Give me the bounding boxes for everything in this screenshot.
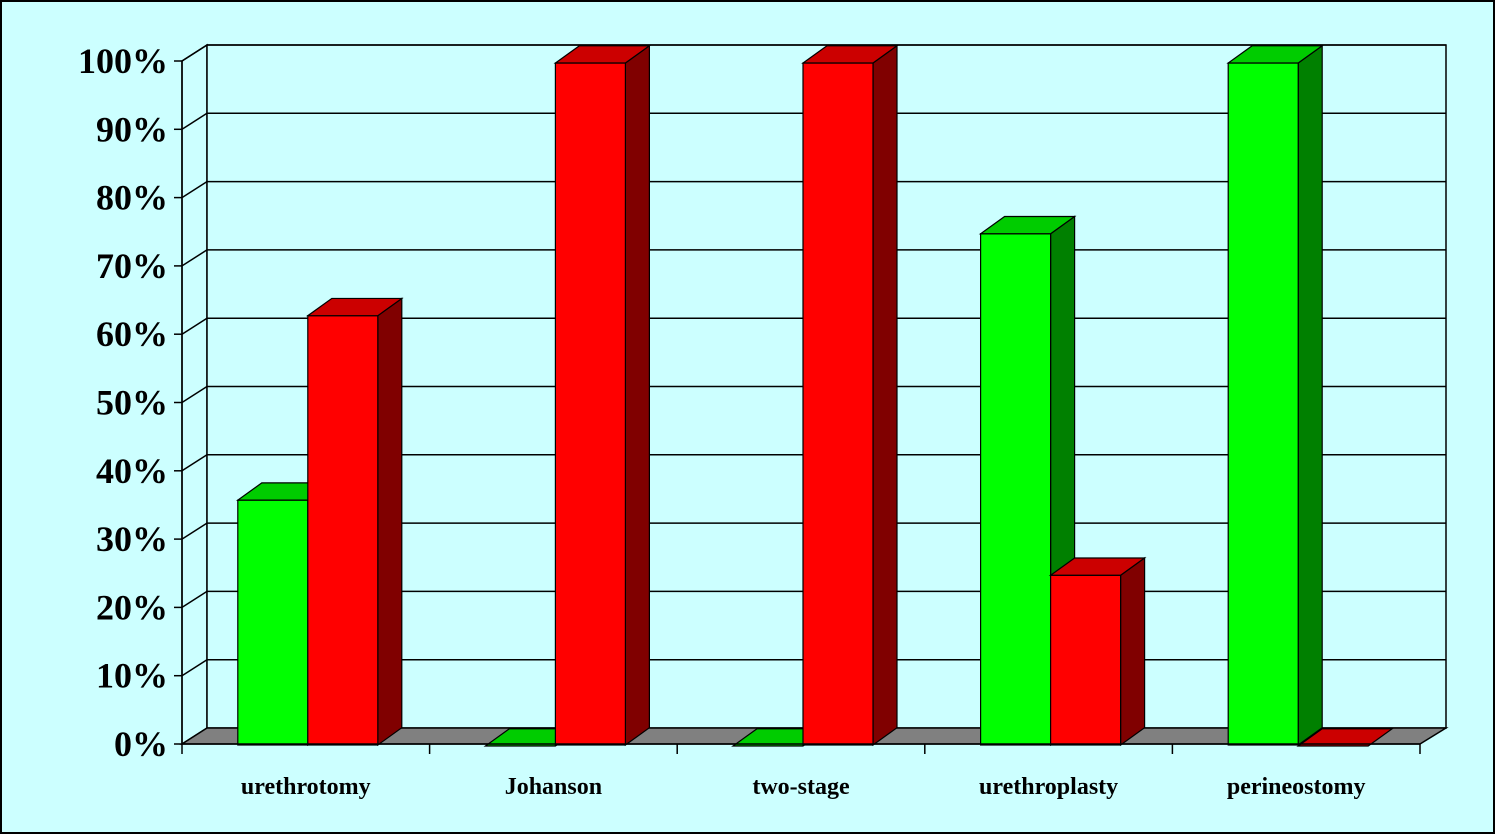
- x-tick-label: two-stage: [752, 774, 850, 800]
- gridline-side: [181, 249, 208, 267]
- y-tick-labels: 0% 10% 20% 30% 40% 50% 60% 70% 80% 90% 100%: [78, 41, 168, 764]
- gridline-side: [181, 522, 208, 540]
- bar-top: [1048, 557, 1147, 576]
- bar-side: [872, 44, 898, 747]
- bar-front: [1227, 62, 1299, 746]
- y-tick-label: 10%: [96, 656, 168, 696]
- gridline-side: [181, 454, 208, 472]
- bar-side: [1119, 556, 1146, 747]
- bar: [1048, 556, 1147, 747]
- bar-top: [1296, 728, 1395, 747]
- bar: [1226, 44, 1325, 747]
- bar: [305, 297, 404, 747]
- axes: [174, 60, 1421, 754]
- bar-top: [1226, 45, 1325, 64]
- x-tick-labels: urethrotomy Johanson two-stage urethroplast…: [241, 774, 1366, 800]
- gridline-side: [181, 180, 208, 199]
- x-tick-label: urethroplasty: [979, 774, 1118, 800]
- x-tick-label: urethrotomy: [241, 774, 371, 800]
- bar-top: [553, 45, 652, 64]
- y-tick-label: 30%: [96, 519, 168, 559]
- bar: [1296, 728, 1395, 747]
- y-tick-label: 0%: [114, 724, 168, 764]
- y-tick-label: 60%: [96, 314, 168, 354]
- x-tick-label: perineostomy: [1227, 774, 1366, 800]
- bar-top: [801, 45, 899, 64]
- bar-top: [305, 297, 404, 317]
- bar-top: [978, 215, 1077, 235]
- y-tick-label: 100%: [78, 41, 168, 81]
- gridline-side: [181, 112, 208, 130]
- y-tick-label: 80%: [96, 178, 168, 218]
- bar-front: [237, 499, 309, 746]
- y-tick-label: 70%: [96, 246, 168, 286]
- y-tick-label: 20%: [96, 587, 168, 627]
- bar: [801, 44, 899, 747]
- bar-side: [377, 297, 403, 747]
- bars: [235, 44, 1395, 747]
- bar-front: [979, 233, 1052, 746]
- x-tick-label: Johanson: [505, 774, 602, 800]
- bar-front: [802, 62, 874, 746]
- bar-front: [307, 315, 379, 746]
- y-tick-label: 50%: [96, 383, 168, 423]
- bar: [553, 44, 652, 747]
- y-tick-label: 40%: [96, 451, 168, 491]
- bar-side: [1297, 44, 1323, 747]
- gridline-side: [181, 385, 208, 404]
- bar-side: [624, 44, 651, 747]
- gridline-side: [181, 317, 208, 335]
- gridline-side: [181, 44, 208, 62]
- gridline-side: [181, 590, 208, 609]
- bar-front: [554, 62, 627, 746]
- gridline-side: [181, 659, 208, 677]
- bar-front: [1049, 574, 1122, 746]
- y-tick-label: 90%: [96, 109, 168, 149]
